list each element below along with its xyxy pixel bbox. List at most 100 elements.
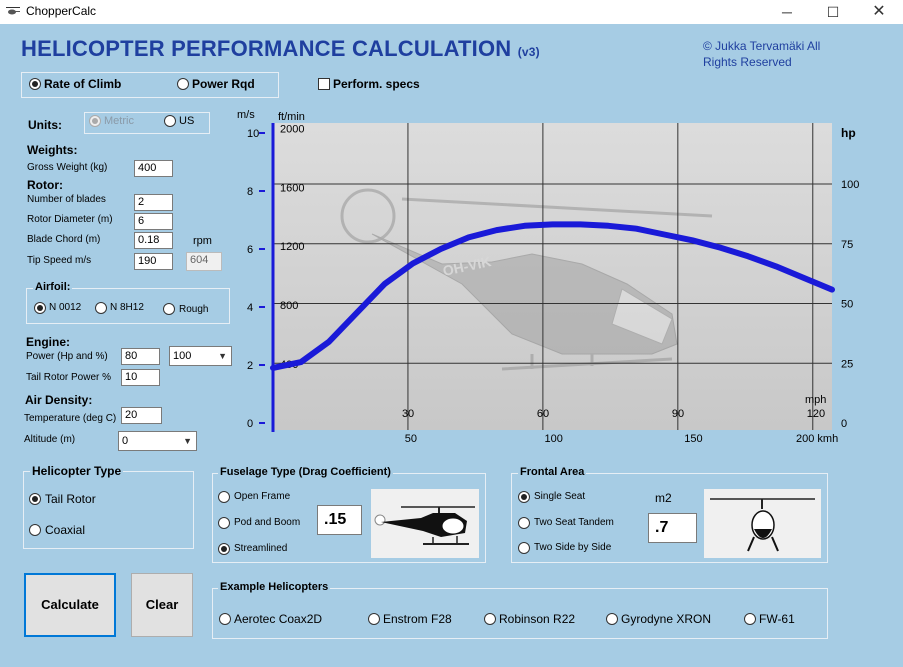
streamlined-radio[interactable] xyxy=(218,543,230,555)
frontal-image xyxy=(704,489,821,558)
gross-weight-input[interactable]: 400 xyxy=(134,160,173,177)
temperature-input[interactable]: 20 xyxy=(121,407,162,424)
ms-tick-label: 6 xyxy=(247,244,253,256)
two-seat-tandem-radio[interactable] xyxy=(518,517,530,529)
power-hp-input[interactable]: 80 xyxy=(121,348,160,365)
mph-tick-label: 90 xyxy=(672,408,684,420)
two-side-radio[interactable] xyxy=(518,542,530,554)
calculate-button[interactable]: Calculate xyxy=(24,573,116,637)
perform-specs-label: Perform. specs xyxy=(333,77,420,91)
us-label: US xyxy=(179,115,195,127)
rate-of-climb-label: Rate of Climb xyxy=(44,77,122,91)
hp-tick-label: 100 xyxy=(841,179,859,191)
frontal-area-input[interactable]: .7 xyxy=(648,513,697,543)
kmh-tick-label: 100 xyxy=(545,433,563,445)
drag-coefficient-input[interactable]: .15 xyxy=(317,505,362,535)
ftmin-axis-label: ft/min xyxy=(278,111,305,123)
altitude-select[interactable]: 0 ▼ xyxy=(118,431,197,451)
title-bar: ChopperCalc ─ ☐ ✕ xyxy=(0,0,903,24)
hp-tick-label: 0 xyxy=(841,418,847,430)
tail-rotor-power-label: Tail Rotor Power % xyxy=(26,372,112,383)
tail-rotor-power-input[interactable]: 10 xyxy=(121,369,160,386)
tail-rotor-radio[interactable] xyxy=(29,493,41,505)
altitude-label: Altitude (m) xyxy=(24,434,76,445)
tip-speed-input[interactable]: 190 xyxy=(134,253,173,270)
rate-of-climb-radio[interactable] xyxy=(29,78,41,90)
example-radio-enstrom[interactable] xyxy=(368,613,380,625)
engine-heading: Engine: xyxy=(26,335,70,349)
blade-chord-label: Blade Chord (m) xyxy=(27,234,101,245)
tail-rotor-label: Tail Rotor xyxy=(45,492,96,506)
performance-chart: OH-VIK 0 2 4 6 8 10 400 800 1200 1600 2000 0 25 50 7… xyxy=(232,104,862,450)
window-title: ChopperCalc xyxy=(26,4,97,18)
n8h12-radio[interactable] xyxy=(95,302,107,314)
airfoil-title: Airfoil: xyxy=(33,281,73,293)
air-density-heading: Air Density: xyxy=(25,393,93,407)
front-view-helicopter-icon xyxy=(710,498,815,552)
ms-tick-label: 4 xyxy=(247,302,253,314)
airfoil-group xyxy=(26,288,230,324)
chart-plot-area xyxy=(273,123,832,430)
background-helicopter-image: OH-VIK xyxy=(340,188,713,371)
mph-tick-label: 60 xyxy=(537,408,549,420)
rotor-diameter-input[interactable]: 6 xyxy=(134,213,173,230)
us-radio[interactable] xyxy=(164,115,176,127)
metric-radio[interactable] xyxy=(89,115,101,127)
rough-label: Rough xyxy=(179,304,209,315)
frontal-area-title: Frontal Area xyxy=(518,466,587,478)
perform-specs-checkbox[interactable] xyxy=(318,78,330,90)
rpm-label: rpm xyxy=(193,235,212,247)
single-seat-label: Single Seat xyxy=(534,491,586,502)
fuselage-image xyxy=(371,489,479,558)
example-helicopters-group xyxy=(212,588,828,639)
mph-tick-label: 30 xyxy=(402,408,414,420)
close-icon[interactable]: ✕ xyxy=(872,3,886,20)
two-side-label: Two Side by Side xyxy=(534,542,612,553)
ms-tick-label: 8 xyxy=(247,186,253,198)
power-rqd-radio[interactable] xyxy=(177,78,189,90)
single-seat-radio[interactable] xyxy=(518,491,530,503)
helicopter-app-icon xyxy=(6,6,20,16)
open-frame-radio[interactable] xyxy=(218,491,230,503)
version-label: (v3) xyxy=(517,45,540,59)
pod-boom-radio[interactable] xyxy=(218,517,230,529)
coaxial-label: Coaxial xyxy=(45,523,86,537)
rotor-diameter-label: Rotor Diameter (m) xyxy=(27,214,113,225)
rate-of-climb-series-line xyxy=(270,221,835,371)
helicopter-type-group xyxy=(23,471,194,549)
gross-weight-label: Gross Weight (kg) xyxy=(27,162,108,173)
clear-button[interactable]: Clear xyxy=(131,573,193,637)
kmh-axis-label: 200 kmh xyxy=(796,433,838,445)
coaxial-radio[interactable] xyxy=(29,524,41,536)
example-radio-gyrodyne[interactable] xyxy=(606,613,618,625)
mph-axis-label: mph xyxy=(805,394,826,406)
frontal-area-group xyxy=(511,473,828,563)
tip-speed-label: Tip Speed m/s xyxy=(27,255,92,266)
blades-input[interactable]: 2 xyxy=(134,194,173,211)
rpm-readout: 604 xyxy=(186,252,222,271)
hp-tick-label: 50 xyxy=(841,299,853,311)
minimize-icon[interactable]: ─ xyxy=(782,4,792,20)
power-pct-select[interactable]: 100 ▼ xyxy=(169,346,232,366)
example-radio-fw61[interactable] xyxy=(744,613,756,625)
metric-label: Metric xyxy=(104,115,134,127)
maximize-icon[interactable]: ☐ xyxy=(826,4,840,20)
ms-tick-label: 2 xyxy=(247,360,253,372)
power-label: Power (Hp and %) xyxy=(26,351,108,362)
units-label: Units: xyxy=(28,118,62,132)
two-seat-tandem-label: Two Seat Tandem xyxy=(534,517,614,528)
example-radio-aerotec[interactable] xyxy=(219,613,231,625)
rough-radio[interactable] xyxy=(163,303,175,315)
kmh-tick-label: 150 xyxy=(684,433,702,445)
mph-tick-label: 120 xyxy=(807,408,825,420)
n0012-radio[interactable] xyxy=(34,302,46,314)
copyright-notice: © Jukka Tervamäki All Rights Reserved xyxy=(703,39,821,69)
page-title: HELICOPTER PERFORMANCE CALCULATION (v3) xyxy=(21,36,540,61)
power-rqd-label: Power Rqd xyxy=(192,77,255,91)
example-helicopters-title: Example Helicopters xyxy=(218,581,331,593)
blades-label: Number of blades xyxy=(27,194,106,205)
example-radio-robinson[interactable] xyxy=(484,613,496,625)
altitude-value: 0 xyxy=(122,435,129,447)
blade-chord-input[interactable]: 0.18 xyxy=(134,232,173,249)
